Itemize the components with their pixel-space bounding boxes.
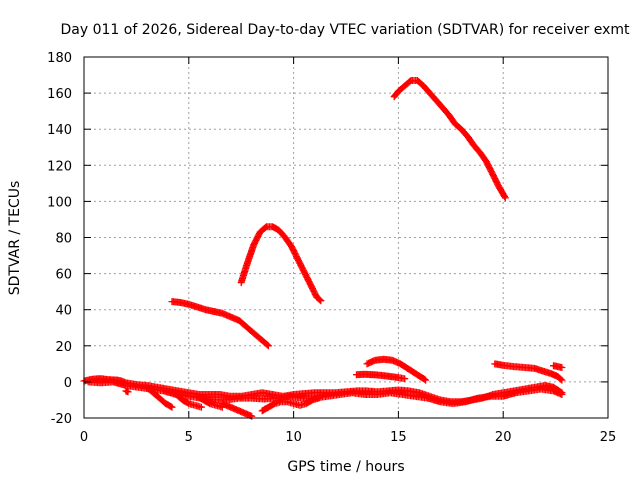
series-markers [143, 383, 176, 411]
y-tick-label: 0 [64, 376, 72, 391]
series-markers [390, 77, 509, 202]
series-arc-mid-5 [550, 362, 566, 371]
series-dip-1 [143, 383, 176, 411]
series-arc-high-1 [390, 77, 509, 202]
series-stray [122, 387, 132, 396]
series-dip-4 [218, 400, 256, 420]
series-markers [122, 387, 132, 396]
y-tick-label: 140 [47, 123, 72, 138]
x-tick-label: 10 [285, 430, 302, 445]
series-dip-5 [258, 394, 323, 415]
series-dip-2 [172, 391, 205, 411]
series-markers [363, 355, 430, 384]
series-markers [237, 223, 325, 305]
y-tick-label: 120 [47, 159, 72, 174]
series-markers [168, 298, 272, 350]
data-points [80, 77, 566, 420]
y-tick-label: 60 [55, 268, 72, 283]
series-markers [550, 362, 566, 371]
grid-lines [84, 57, 608, 418]
series-markers [172, 391, 205, 411]
series-markers [193, 392, 226, 411]
series-dip-3 [193, 392, 226, 411]
y-axis-label: SDTVAR / TECUs [7, 181, 23, 296]
y-tick-label: 100 [47, 195, 72, 210]
y-tick-label: 180 [47, 51, 72, 66]
series-arc-mid-2 [363, 355, 430, 384]
x-tick-label: 15 [390, 430, 407, 445]
x-axis-label: GPS time / hours [287, 459, 404, 475]
x-tick-label: 25 [600, 430, 617, 445]
y-tick-label: 80 [55, 232, 72, 247]
series-arc-high-2 [237, 223, 325, 305]
y-tick-label: -20 [51, 412, 72, 427]
chart-title: Day 011 of 2026, Sidereal Day-to-day VTE… [61, 22, 631, 38]
series-markers [218, 400, 256, 420]
series-markers [491, 360, 566, 384]
tick-labels: 0 5 10 15 20 25 -20 0 20 40 60 80 100 120 140 160 180 [47, 51, 616, 445]
series-markers [353, 370, 409, 383]
x-tick-label: 0 [80, 430, 88, 445]
y-tick-label: 160 [47, 87, 72, 102]
series-arc-mid-1 [168, 298, 272, 350]
series-arc-mid-3 [353, 370, 409, 383]
y-tick-label: 40 [55, 304, 72, 319]
y-tick-label: 20 [55, 340, 72, 355]
x-tick-label: 20 [495, 430, 512, 445]
axis-ticks [83, 56, 609, 419]
series-arc-mid-4 [491, 360, 566, 384]
x-tick-label: 5 [185, 430, 193, 445]
series-markers [258, 394, 323, 415]
